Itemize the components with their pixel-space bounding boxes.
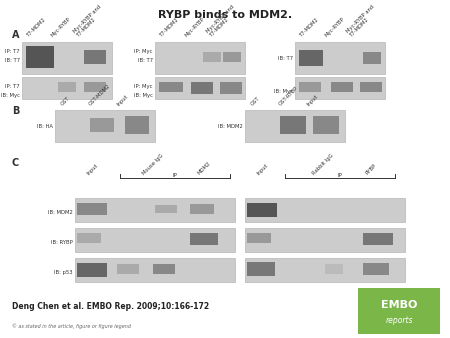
Bar: [363, 206, 379, 214]
Bar: [247, 262, 275, 276]
Text: IB: MDM2: IB: MDM2: [48, 210, 73, 215]
Bar: [22, 42, 112, 74]
Text: GST: GST: [249, 96, 261, 107]
Bar: [247, 203, 277, 217]
Bar: [26, 46, 54, 68]
Bar: [220, 82, 242, 94]
Bar: [84, 50, 106, 64]
Bar: [325, 206, 341, 214]
Bar: [155, 77, 245, 99]
Text: IB: T7: IB: T7: [138, 58, 153, 63]
Text: A: A: [12, 30, 19, 40]
Bar: [245, 198, 405, 222]
Text: reports: reports: [385, 316, 413, 325]
Text: T7-MDM2: T7-MDM2: [299, 17, 320, 38]
Bar: [245, 258, 405, 282]
Text: IP: IP: [338, 173, 342, 178]
Bar: [75, 198, 235, 222]
Text: IB: T7: IB: T7: [278, 56, 293, 61]
Text: Myc-RYBP: Myc-RYBP: [324, 16, 345, 38]
Text: Input: Input: [306, 94, 320, 107]
Text: IP: IP: [172, 173, 177, 178]
Text: Myc-RYBP: Myc-RYBP: [50, 16, 72, 38]
Bar: [153, 264, 175, 274]
Bar: [363, 233, 393, 245]
Text: IB: T7: IB: T7: [5, 58, 20, 63]
Text: RYBP binds to MDM2.: RYBP binds to MDM2.: [158, 10, 292, 20]
Text: T7-MDM2: T7-MDM2: [27, 17, 48, 38]
Text: IP: T7: IP: T7: [5, 84, 20, 89]
Bar: [77, 263, 107, 277]
Text: IB: Myc: IB: Myc: [1, 93, 20, 98]
Bar: [90, 118, 114, 132]
Text: B: B: [12, 106, 19, 116]
Bar: [245, 110, 345, 142]
Text: IB: MDM2: IB: MDM2: [218, 124, 243, 129]
Bar: [313, 116, 339, 134]
Text: EMBO: EMBO: [381, 300, 417, 310]
Bar: [203, 52, 221, 62]
Bar: [190, 233, 218, 245]
Text: GST: GST: [59, 96, 71, 107]
Bar: [117, 264, 139, 274]
Bar: [75, 258, 235, 282]
Bar: [75, 228, 235, 252]
Bar: [58, 82, 76, 92]
Text: Input: Input: [256, 163, 270, 176]
Text: IP: Myc: IP: Myc: [135, 49, 153, 54]
Text: IB: HA: IB: HA: [37, 124, 53, 129]
Bar: [358, 288, 440, 334]
Bar: [155, 42, 245, 74]
Bar: [295, 77, 385, 99]
Text: Myc-RYBP: Myc-RYBP: [184, 16, 205, 38]
Text: IP: Myc: IP: Myc: [135, 84, 153, 89]
Bar: [22, 77, 112, 99]
Bar: [360, 82, 382, 92]
Bar: [191, 82, 213, 94]
Bar: [280, 116, 306, 134]
Text: GST-RYBP: GST-RYBP: [278, 86, 299, 107]
Text: Input: Input: [86, 163, 100, 176]
Bar: [299, 82, 321, 92]
Text: © as stated in the article, figure or figure legend: © as stated in the article, figure or fi…: [12, 323, 131, 329]
Text: Myc-RYBP and
T7-MDM2: Myc-RYBP and T7-MDM2: [205, 4, 239, 38]
Text: IB: Myc: IB: Myc: [274, 89, 293, 94]
Bar: [363, 52, 381, 64]
Bar: [299, 50, 323, 66]
Bar: [77, 203, 107, 215]
Text: GST-MDM2: GST-MDM2: [87, 83, 111, 107]
Bar: [295, 42, 385, 74]
Bar: [247, 233, 271, 243]
Bar: [245, 228, 405, 252]
Bar: [223, 52, 241, 62]
Bar: [190, 204, 214, 214]
Text: IB: RYBP: IB: RYBP: [51, 240, 73, 245]
Bar: [159, 82, 183, 92]
Text: IB: p53: IB: p53: [54, 270, 73, 275]
Text: Input: Input: [117, 94, 130, 107]
Text: RYBP: RYBP: [364, 163, 378, 176]
Bar: [363, 263, 389, 275]
Text: Rabbit IgG: Rabbit IgG: [311, 153, 334, 176]
Bar: [77, 233, 101, 243]
Bar: [84, 82, 106, 92]
Bar: [155, 205, 177, 213]
Text: MDM2: MDM2: [197, 161, 212, 176]
Text: Deng Chen et al. EMBO Rep. 2009;10:166-172: Deng Chen et al. EMBO Rep. 2009;10:166-1…: [12, 302, 209, 311]
Text: C: C: [12, 158, 19, 168]
Bar: [331, 82, 353, 92]
Text: IP: T7: IP: T7: [5, 49, 20, 54]
Text: T7-MDM2: T7-MDM2: [159, 17, 180, 38]
Bar: [125, 116, 149, 134]
Bar: [55, 110, 155, 142]
Text: Myc-RYBP and
T7-MDM2: Myc-RYBP and T7-MDM2: [345, 4, 379, 38]
Text: Mouse IgG: Mouse IgG: [141, 153, 164, 176]
Text: IB: Myc: IB: Myc: [134, 93, 153, 98]
Bar: [325, 264, 343, 274]
Text: Myc-RYBP and
T7-MDM2: Myc-RYBP and T7-MDM2: [72, 4, 106, 38]
